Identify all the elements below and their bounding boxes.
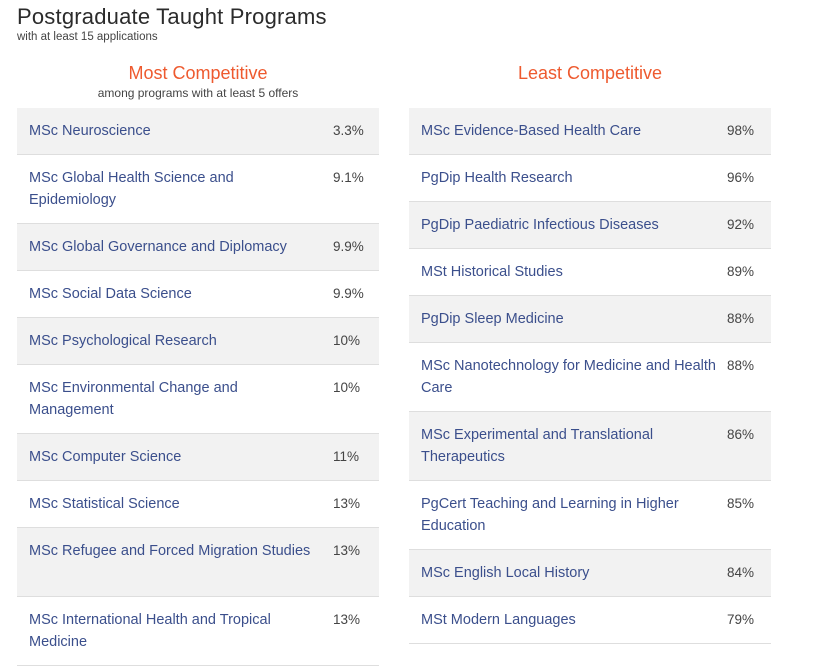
offer-rate-value: 13%	[333, 543, 361, 558]
least-competitive-table: MSc Evidence-Based Health Care 98% PgDip H…	[409, 108, 771, 644]
program-name-link[interactable]: MSc Global Governance and Diplomacy	[29, 239, 287, 255]
program-name-link[interactable]: MSc Nanotechnology for Medicine and Heal…	[421, 358, 716, 396]
most-competitive-heading: Most Competitive	[128, 63, 268, 83]
table-row: MSc Social Data Science 9.9%	[17, 271, 379, 318]
table-row: PgDip Sleep Medicine 88%	[409, 296, 771, 343]
table-row: PgDip Paediatric Infectious Diseases 92%	[409, 202, 771, 249]
program-name-link[interactable]: MSc Global Health Science and Epidemiolo…	[29, 170, 234, 208]
table-row: MSc Psychological Research 10%	[17, 318, 379, 365]
offer-rate-value: 13%	[333, 612, 361, 627]
offer-rate-value: 9.1%	[333, 170, 364, 185]
table-row: MSc Nanotechnology for Medicine and Heal…	[409, 343, 771, 412]
page-subtitle: with at least 15 applications	[17, 31, 158, 43]
program-name-link[interactable]: PgDip Paediatric Infectious Diseases	[421, 217, 659, 233]
table-row: MSc Neuroscience 3.3%	[17, 108, 379, 155]
offer-rate-value: 88%	[727, 358, 755, 373]
offer-rate-value: 11%	[333, 449, 360, 464]
table-row: MSt Historical Studies 89%	[409, 249, 771, 296]
table-row: MSc Environmental Change and Management 1…	[17, 365, 379, 434]
offer-rate-value: 10%	[333, 380, 361, 395]
program-name-link[interactable]: PgCert Teaching and Learning in Higher E…	[421, 496, 679, 534]
program-name-link[interactable]: MSc Experimental and Translational Thera…	[421, 427, 654, 465]
offer-rate-value: 9.9%	[333, 286, 364, 301]
program-name-link[interactable]: MSc Refugee and Forced Migration Studies	[29, 543, 311, 559]
offer-rate-value: 9.9%	[333, 239, 364, 254]
offer-rate-value: 86%	[727, 427, 755, 442]
table-row: MSc Experimental and Translational Thera…	[409, 412, 771, 481]
table-row: MSc International Health and Tropical Me…	[17, 597, 379, 666]
offer-rate-value: 98%	[727, 123, 755, 138]
program-name-link[interactable]: MSc English Local History	[421, 565, 590, 581]
program-name-link[interactable]: MSc Evidence-Based Health Care	[421, 123, 642, 139]
program-name-link[interactable]: MSc Neuroscience	[29, 123, 151, 139]
table-row: MSc Global Health Science and Epidemiolo…	[17, 155, 379, 224]
program-name-link[interactable]: MSt Modern Languages	[421, 612, 576, 628]
table-row: MSt Modern Languages 79%	[409, 597, 771, 644]
program-name-link[interactable]: MSc Psychological Research	[29, 333, 217, 349]
table-row: MSc Global Governance and Diplomacy 9.9%	[17, 224, 379, 271]
offer-rate-value: 92%	[727, 217, 755, 232]
offer-rate-value: 10%	[333, 333, 361, 348]
offer-rate-value: 79%	[727, 612, 755, 627]
offer-rate-value: 96%	[727, 170, 755, 185]
table-row: MSc English Local History 84%	[409, 550, 771, 597]
offer-rate-value: 13%	[333, 496, 361, 511]
table-row: MSc Evidence-Based Health Care 98%	[409, 108, 771, 155]
offer-rate-value: 84%	[727, 565, 755, 580]
least-competitive-heading: Least Competitive	[517, 63, 663, 83]
page-title: Postgraduate Taught Programs	[17, 4, 327, 29]
offer-rate-value: 85%	[727, 496, 755, 511]
program-name-link[interactable]: MSc Statistical Science	[29, 496, 180, 512]
offer-rate-value: 3.3%	[333, 123, 364, 138]
program-name-link[interactable]: MSt Historical Studies	[421, 264, 563, 280]
most-competitive-note: among programs with at least 5 offers	[97, 86, 299, 100]
program-name-link[interactable]: MSc Computer Science	[29, 449, 182, 465]
program-name-link[interactable]: MSc Social Data Science	[29, 286, 192, 302]
table-row: MSc Statistical Science 13%	[17, 481, 379, 528]
program-name-link[interactable]: MSc Environmental Change and Management	[29, 380, 238, 418]
offer-rate-value: 89%	[727, 264, 755, 279]
program-name-link[interactable]: PgDip Sleep Medicine	[421, 311, 564, 327]
program-name-link[interactable]: MSc International Health and Tropical Me…	[29, 612, 271, 650]
table-row: PgDip Health Research 96%	[409, 155, 771, 202]
most-competitive-table: MSc Neuroscience 3.3% MSc Global Health Sc…	[17, 108, 379, 666]
program-name-link[interactable]: PgDip Health Research	[421, 170, 573, 186]
table-row: MSc Computer Science 11%	[17, 434, 379, 481]
offer-rate-value: 88%	[727, 311, 755, 326]
table-row: MSc Refugee and Forced Migration Studies…	[17, 528, 379, 597]
table-row: PgCert Teaching and Learning in Higher E…	[409, 481, 771, 550]
